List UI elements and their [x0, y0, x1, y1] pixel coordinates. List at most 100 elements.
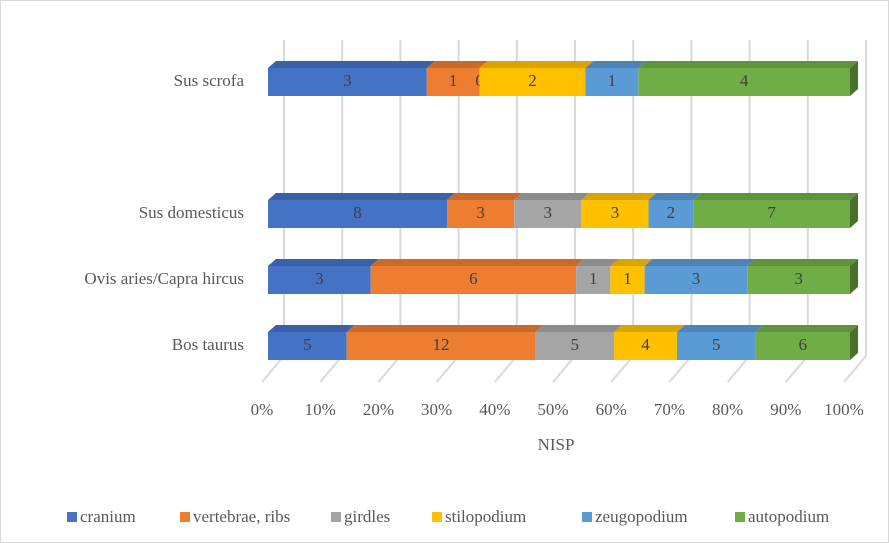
bar: [370, 266, 577, 294]
floor-line: [668, 355, 693, 383]
x-tick-label: 30%: [421, 400, 452, 419]
y-tick-label: Sus domesticus: [139, 203, 244, 222]
floor-line: [785, 355, 809, 383]
bar-top: [346, 325, 544, 332]
x-tick-label: 100%: [824, 400, 864, 419]
bar-top: [370, 259, 585, 266]
bar-top: [747, 259, 858, 266]
bar: [676, 332, 756, 360]
bar-side: [850, 325, 858, 360]
bar-label: 3: [692, 269, 701, 288]
y-tick-label: Ovis aries/Capra hircus: [84, 269, 244, 288]
bar: [644, 266, 748, 294]
bar-label: 3: [794, 269, 803, 288]
bar: [648, 200, 694, 228]
bar: [755, 332, 850, 360]
bar-label: 6: [799, 335, 808, 354]
floor-line: [494, 355, 518, 383]
bar-label: 2: [667, 203, 676, 222]
bar-label: 4: [740, 71, 749, 90]
bar-top: [585, 61, 647, 68]
bar-label: 1: [449, 71, 458, 90]
bar-top: [676, 325, 764, 332]
bar-side: [850, 61, 858, 96]
bar: [535, 332, 615, 360]
bar-label: 3: [611, 203, 620, 222]
legend-swatch: [582, 512, 592, 522]
bar-top: [268, 325, 355, 332]
bar: [426, 68, 480, 96]
floor-line: [319, 355, 343, 383]
bar-top: [535, 325, 623, 332]
bar-label: 1: [608, 71, 617, 90]
bar-top: [644, 259, 756, 266]
floor-line: [552, 355, 576, 383]
bar-top: [755, 325, 858, 332]
bar: [576, 266, 611, 294]
bar-label: 5: [303, 335, 312, 354]
floor-line: [377, 355, 402, 383]
legend-label: cranium: [80, 507, 136, 526]
floor-line: [726, 355, 751, 383]
bar-top: [610, 259, 653, 266]
y-tick-label: Sus scrofa: [174, 71, 245, 90]
bar-top: [638, 61, 858, 68]
legend-label: autopodium: [748, 507, 829, 526]
legend-swatch: [67, 512, 77, 522]
bar-label: 3: [544, 203, 553, 222]
bar: [514, 200, 582, 228]
bar-top: [268, 61, 435, 68]
bar-side: [850, 259, 858, 294]
bar-label: 5: [570, 335, 579, 354]
y-tick-label: Bos taurus: [172, 335, 244, 354]
bar: [585, 68, 639, 96]
x-tick-label: 40%: [479, 400, 510, 419]
bar: [268, 266, 371, 294]
bar-side: [850, 193, 858, 228]
legend-swatch: [180, 512, 190, 522]
bar-label: 3: [315, 269, 324, 288]
bar: [614, 332, 677, 360]
bar-top: [648, 193, 702, 200]
floor-line: [261, 355, 285, 383]
bar: [479, 68, 586, 96]
x-tick-label: 10%: [305, 400, 336, 419]
floor-line: [610, 355, 634, 383]
bar: [747, 266, 850, 294]
x-tick-label: 0%: [251, 400, 274, 419]
legend-label: vertebrae, ribs: [193, 507, 290, 526]
bar: [447, 200, 515, 228]
x-tick-label: 90%: [770, 400, 801, 419]
x-tick-label: 20%: [363, 400, 394, 419]
bar-top: [581, 193, 657, 200]
bar: [610, 266, 645, 294]
bar: [268, 332, 347, 360]
bar-label: 7: [767, 203, 776, 222]
bar-top: [268, 259, 379, 266]
bar-label: 6: [469, 269, 478, 288]
legend-label: girdles: [344, 507, 390, 526]
legend-swatch: [331, 512, 341, 522]
bar: [268, 68, 427, 96]
bar-top: [576, 259, 619, 266]
bar-label: 12: [433, 335, 450, 354]
bar: [638, 68, 850, 96]
legend-label: zeugopodium: [595, 507, 688, 526]
bar-label: 1: [623, 269, 632, 288]
legend-swatch: [432, 512, 442, 522]
x-axis-title: NISP: [538, 435, 575, 454]
legend-label: stilopodium: [445, 507, 526, 526]
floor-line: [843, 355, 867, 383]
bar-top: [447, 193, 523, 200]
bar: [581, 200, 649, 228]
bar-label: 8: [353, 203, 362, 222]
legend-swatch: [735, 512, 745, 522]
bar-top: [426, 61, 488, 68]
bar-label: 3: [343, 71, 352, 90]
bar-top: [514, 193, 590, 200]
bar-top: [614, 325, 685, 332]
bar-label: 4: [641, 335, 650, 354]
bar-top: [479, 61, 594, 68]
x-tick-label: 80%: [712, 400, 743, 419]
